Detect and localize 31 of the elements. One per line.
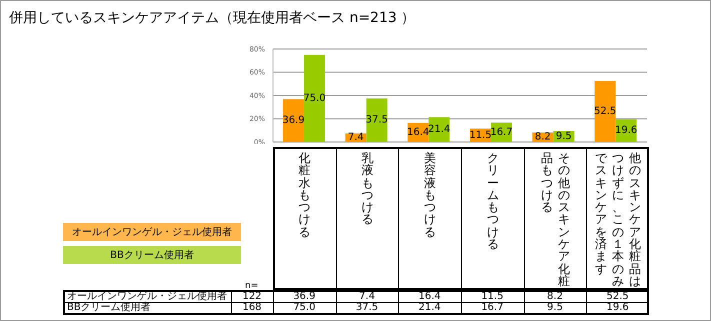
data-label: 21.4 [418,302,442,313]
text: オールインワンゲル・ジェル使用者 [72,226,232,239]
x-tick-label: クリームもつける [486,151,500,254]
data-label: 19.6 [606,302,630,313]
text: 16.4 [407,126,430,138]
text: 36.9 [282,115,305,126]
text: BBクリーム使用者 [110,248,194,262]
x-tick-label: 美容液もつける [424,151,437,241]
text: 122 [241,291,263,302]
data-label: 7.4 [358,291,376,302]
x-tick-label: 乳液もつける [360,151,374,228]
data-label: 52.5 [606,291,630,302]
data-label: 37.5 [354,302,380,313]
data-label: 11.5 [480,291,504,302]
x-tick-label: 化粧水もつける [298,151,311,241]
text: 9.5 [556,130,572,142]
category-label: 他のスキンケア化粧品はつけずに、この１本のみでスキンケアを済ます [595,151,642,288]
text: 75.0 [303,92,326,104]
text: 8.2 [534,132,551,143]
text: n= [245,281,258,291]
data-label: 9.5 [546,302,564,313]
text: 7.4 [348,132,364,144]
text: 11.5 [469,130,492,141]
data-label: 75.0 [292,302,316,313]
data-label: 16.7 [480,302,504,313]
text: 168 [241,302,263,313]
category-label: その他のスキンケア化粧品もつける [540,151,570,288]
data-label: 16.4 [418,291,442,302]
text: 16.7 [490,126,513,138]
text: 52.5 [594,106,616,117]
chart-title: 併用しているスキンケアアイテム（現在使用者ベース n=213 ） [9,9,416,27]
